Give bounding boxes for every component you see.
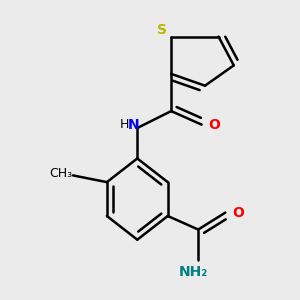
Text: H: H [120, 118, 129, 131]
Text: N: N [127, 118, 139, 132]
Text: NH₂: NH₂ [178, 265, 208, 279]
Text: O: O [232, 206, 244, 220]
Text: S: S [157, 23, 167, 37]
Text: CH₃: CH₃ [49, 167, 72, 180]
Text: O: O [208, 118, 220, 133]
